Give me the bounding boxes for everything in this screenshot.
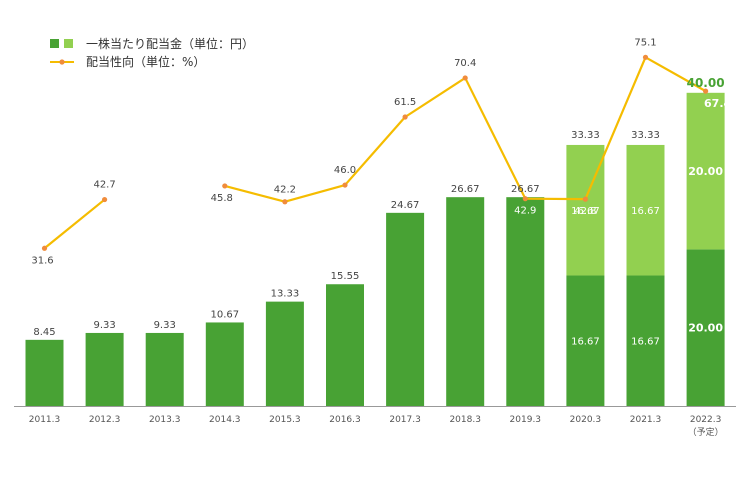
bar-value-label-2016.3: 15.55 [331,271,360,282]
x-tick-label-2011.3: 2011.3 [29,415,61,425]
payout-point-2021.3 [642,54,649,60]
payout-label-2012.3: 42.7 [93,180,115,191]
payout-point-2017.3 [402,114,408,120]
legend-swatch-light [64,39,73,48]
axis-layer: 2011.3 2012.3 2013.3 2014.3 2015.3 2016.3 2017… [14,406,736,438]
payout-label-2020.3: 42.8 [574,206,596,217]
payout-point-2014.3 [222,183,228,189]
payout-point-2015.3 [282,199,288,205]
x-tick-note: （予定） [688,426,724,438]
legend-line-marker [59,59,65,65]
payout-line-segment-0 [43,198,106,250]
payout-point-2022.3 [703,88,709,94]
legend: 一株当たり配当金（単位：円） 配当性向（単位：%） [50,36,254,69]
bar-extra-value-label-2022.3: 20.00 [688,165,723,178]
bar-total-label-2022.3: 40.00 [687,76,725,90]
x-tick-label-2012.3: 2012.3 [89,415,121,425]
bar-base-2013.3 [145,332,184,406]
bar-base-2019.3 [506,197,545,406]
bar-extra-value-label-2020.3: 16.67 [571,206,600,217]
x-tick-label-2019.3: 2019.3 [510,415,542,425]
payout-point-2016.3 [342,182,348,188]
bar-base-2022.3 [686,249,725,406]
x-tick-label-2016.3: 2016.3 [329,415,361,425]
bar-value-label-2013.3: 9.33 [154,320,176,331]
bar-base-2014.3 [205,322,244,406]
bar-value-label-2021.3: 16.67 [631,337,660,348]
bar-value-label-2019.3: 26.67 [511,184,540,195]
bar-extra-value-label-2021.3: 16.67 [631,206,660,217]
x-tick-label-2017.3: 2017.3 [389,415,421,425]
payout-label-2022.3: 67.4 [704,97,731,110]
payout-point-2018.3 [462,75,468,81]
bars-layer [25,92,725,406]
x-tick-label-2020.3: 2020.3 [570,415,602,425]
payout-point-2011.3 [41,245,48,251]
x-tick-label-2013.3: 2013.3 [149,415,181,425]
payout-label-2015.3: 42.2 [274,185,296,196]
bar-value-label-2014.3: 10.67 [210,309,239,320]
payout-label-2018.3: 70.4 [454,58,476,69]
bar-value-label-2018.3: 26.67 [451,184,480,195]
bar-total-label-2021.3: 33.33 [631,130,660,141]
x-tick-label-2014.3: 2014.3 [209,415,241,425]
bar-value-label-2015.3: 13.33 [271,289,300,300]
payout-label-2016.3: 46.0 [334,165,356,176]
labels-layer: 8.45 9.33 9.33 10.67 13.33 15.55 24.67 26.67 26.… [31,37,731,347]
bar-base-2016.3 [326,284,364,406]
bar-value-label-2022.3: 20.00 [688,322,723,335]
bar-base-2011.3 [25,339,64,406]
x-tick-label-2022.3: 2022.3 [690,415,722,425]
bar-base-2015.3 [265,301,304,406]
bar-value-label-2020.3: 16.67 [571,337,600,348]
line-layer [41,54,709,251]
legend-dividend-label: 一株当たり配当金（単位：円） [86,36,254,51]
bar-extra-2022.3 [686,92,725,250]
legend-payout-label: 配当性向（単位：%） [86,54,205,69]
payout-label-2011.3: 31.6 [31,255,53,266]
x-tick-label-2018.3: 2018.3 [449,415,481,425]
payout-point-2012.3 [102,196,108,203]
x-tick-label-2015.3: 2015.3 [269,415,301,425]
bar-base-2012.3 [85,332,124,406]
bar-base-2018.3 [446,197,485,406]
payout-label-2019.3: 42.9 [514,206,536,217]
payout-label-2021.3: 75.1 [634,37,656,48]
legend-swatch-dark [50,39,59,48]
bar-base-2017.3 [386,212,425,406]
bar-base-2021.3 [626,275,665,406]
payout-point-2020.3 [582,196,589,202]
bar-value-label-2017.3: 24.67 [391,200,420,211]
payout-label-2017.3: 61.5 [394,97,416,108]
payout-label-2014.3: 45.8 [211,193,233,204]
bar-extra-2021.3 [626,144,665,276]
bar-base-2020.3 [566,275,605,406]
x-tick-label-2021.3: 2021.3 [630,415,662,425]
bar-total-label-2020.3: 33.33 [571,130,600,141]
payout-point-2019.3 [522,196,528,202]
bar-value-label-2012.3: 9.33 [93,320,115,331]
bar-value-label-2011.3: 8.45 [33,327,55,338]
